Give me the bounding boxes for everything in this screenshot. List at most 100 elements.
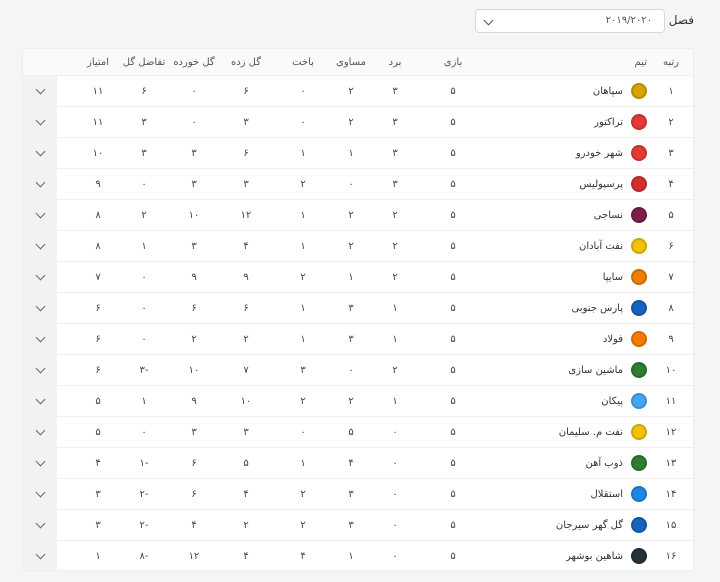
table-row[interactable]: ۳ شهر خودرو ۵ ۳ ۱ ۱ ۶ ۳ ۳ ۱۰ [23,138,693,169]
team-name[interactable]: فولاد [602,333,623,345]
table-row[interactable]: ۲ تراکتور ۵ ۳ ۲ ۰ ۳ ۰ ۳ ۱۱ [23,107,693,138]
goals-against-cell: ۶ [191,302,197,314]
points-cell: ۸ [95,209,101,221]
draw-cell: ۵ [348,426,354,438]
team-name[interactable]: تراکتور [594,116,623,128]
expand-row-button[interactable] [23,107,57,137]
goals-for-cell: ۷ [243,364,249,376]
expand-row-button[interactable] [23,200,57,230]
goal-difference-cell: ۰ [141,271,147,283]
goal-difference-cell: ۲ [141,209,147,221]
expand-row-button[interactable] [23,231,57,261]
season-select-value: ۲۰۱۹/۲۰۲۰ [605,15,652,26]
table-row[interactable]: ۱۱ پیکان ۵ ۱ ۲ ۲ ۱۰ ۹ ۱ ۵ [23,386,693,417]
goals-against-cell: ۳ [191,147,197,159]
won-cell: ۰ [392,457,398,469]
played-cell: ۵ [450,147,456,159]
played-cell: ۵ [450,550,456,562]
rank-cell: ۱۰ [665,364,677,376]
table-row[interactable]: ۷ سایپا ۵ ۲ ۱ ۲ ۹ ۹ ۰ ۷ [23,262,693,293]
table-row[interactable]: ۹ فولاد ۵ ۱ ۳ ۱ ۲ ۲ ۰ ۶ [23,324,693,355]
played-cell: ۵ [450,488,456,500]
chevron-down-icon [35,332,45,342]
expand-row-button[interactable] [23,448,57,478]
loss-cell: ۲ [300,178,306,190]
played-cell: ۵ [450,426,456,438]
table-row[interactable]: ۸ پارس جنوبی ۵ ۱ ۳ ۱ ۶ ۶ ۰ ۶ [23,293,693,324]
played-cell: ۵ [450,333,456,345]
expand-row-button[interactable] [23,541,57,570]
played-cell: ۵ [450,209,456,221]
points-cell: ۳ [95,519,101,531]
table-row[interactable]: ۶ نفت آبادان ۵ ۲ ۲ ۱ ۴ ۳ ۱ ۸ [23,231,693,262]
expand-row-button[interactable] [23,510,57,540]
expand-row-button[interactable] [23,262,57,292]
team-cell: پرسپولیس [471,169,647,199]
team-name[interactable]: نفت آبادان [578,240,623,252]
goals-for-cell: ۳ [243,178,249,190]
table-row[interactable]: ۱۵ گل گهر سیرجان ۵ ۰ ۳ ۲ ۲ ۴ -۲ ۳ [23,510,693,541]
table-row[interactable]: ۱۰ ماشین سازی ۵ ۲ ۰ ۳ ۷ ۱۰ -۳ ۶ [23,355,693,386]
chevron-down-icon [35,518,45,528]
goals-against-cell: ۲ [191,333,197,345]
table-row[interactable]: ۱۳ ذوب آهن ۵ ۰ ۴ ۱ ۵ ۶ -۱ ۴ [23,448,693,479]
won-cell: ۱ [392,333,398,345]
played-cell: ۵ [450,85,456,97]
expand-row-button[interactable] [23,324,57,354]
chevron-down-icon [35,363,45,373]
rank-cell: ۸ [668,302,674,314]
table-row[interactable]: ۴ پرسپولیس ۵ ۳ ۰ ۲ ۳ ۳ ۰ ۹ [23,169,693,200]
team-name[interactable]: نساجی [593,209,623,221]
team-name[interactable]: شهر خودرو [575,147,623,159]
won-cell: ۰ [392,550,398,562]
expand-row-button[interactable] [23,76,57,106]
expand-row-button[interactable] [23,479,57,509]
rank-cell: ۴ [668,178,674,190]
team-name[interactable]: نفت م. سلیمان [558,426,623,438]
goal-difference-cell: ۰ [141,178,147,190]
loss-cell: ۱ [300,302,306,314]
expand-row-button[interactable] [23,355,57,385]
goals-for-cell: ۴ [243,488,249,500]
team-name[interactable]: استقلال [590,488,623,500]
goals-for-cell: ۲ [243,333,249,345]
draw-cell: ۱ [348,550,354,562]
season-select[interactable]: ۲۰۱۹/۲۰۲۰ [475,9,665,33]
team-name[interactable]: سپاهان [592,85,623,97]
expand-row-button[interactable] [23,138,57,168]
paykan-logo-icon [631,393,647,409]
expand-row-button[interactable] [23,293,57,323]
won-cell: ۲ [392,271,398,283]
team-name[interactable]: سایپا [602,271,623,283]
goals-against-cell: ۹ [191,395,197,407]
goals-against-cell: ۱۲ [188,550,200,562]
goal-difference-cell: ۳ [141,116,147,128]
loss-cell: ۲ [300,271,306,283]
team-name[interactable]: شاهین بوشهر [566,550,623,562]
team-name[interactable]: پیکان [601,395,623,407]
goals-for-cell: ۶ [243,147,249,159]
table-row[interactable]: ۱ سپاهان ۵ ۳ ۲ ۰ ۶ ۰ ۶ ۱۱ [23,76,693,107]
loss-cell: ۱ [300,240,306,252]
draw-cell: ۲ [348,395,354,407]
expand-row-button[interactable] [23,386,57,416]
expand-row-button[interactable] [23,169,57,199]
table-row[interactable]: ۱۶ شاهین بوشهر ۵ ۰ ۱ ۴ ۴ ۱۲ -۸ ۱ [23,541,693,570]
table-row[interactable]: ۱۲ نفت م. سلیمان ۵ ۰ ۵ ۰ ۳ ۳ ۰ ۵ [23,417,693,448]
team-name[interactable]: پارس جنوبی [571,302,623,314]
standings-table: رتبه تیم بازی برد مساوی باخت گل زده گل خ… [22,48,694,571]
rank-cell: ۱۳ [665,457,677,469]
won-cell: ۰ [392,519,398,531]
team-name[interactable]: گل گهر سیرجان [555,519,623,531]
chevron-down-icon [35,549,45,559]
team-name[interactable]: ذوب آهن [585,457,623,469]
won-cell: ۰ [392,426,398,438]
table-row[interactable]: ۵ نساجی ۵ ۲ ۲ ۱ ۱۲ ۱۰ ۲ ۸ [23,200,693,231]
table-row[interactable]: ۱۴ استقلال ۵ ۰ ۳ ۲ ۴ ۶ -۲ ۳ [23,479,693,510]
expand-row-button[interactable] [23,417,57,447]
team-name[interactable]: پرسپولیس [579,178,623,190]
season-label: فصل [668,13,694,27]
loss-cell: ۱ [300,333,306,345]
team-cell: سپاهان [471,76,647,106]
team-name[interactable]: ماشین سازی [568,364,623,376]
